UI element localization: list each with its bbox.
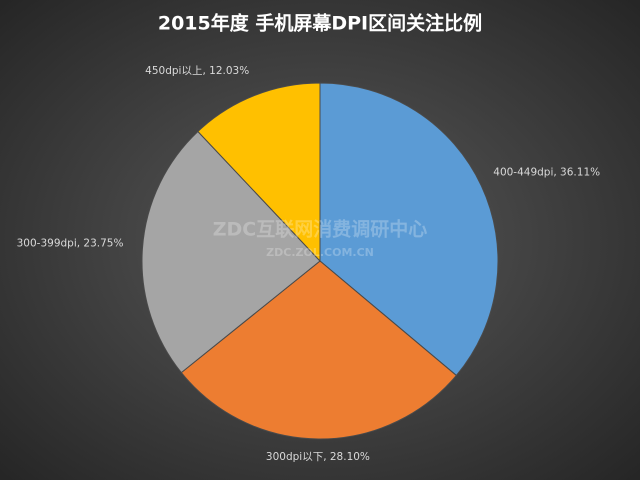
data-label: 300-399dpi, 23.75% <box>17 237 124 249</box>
pie <box>141 82 499 440</box>
data-label: 300dpi以下, 28.10% <box>266 451 370 463</box>
pie-slice <box>319 82 499 377</box>
watermark-url: ZDC.ZOL.COM.CN <box>266 246 374 259</box>
data-label: 400-449dpi, 36.11% <box>493 166 600 178</box>
data-label: 450dpi以上, 12.03% <box>145 65 249 77</box>
chart-title: 2015年度 手机屏幕DPI区间关注比例 <box>158 12 482 35</box>
pie-slice <box>180 260 458 440</box>
pie-slice <box>141 130 321 374</box>
pie-slice <box>197 82 321 263</box>
watermark: ZDC互联网消费调研中心 <box>213 218 428 241</box>
